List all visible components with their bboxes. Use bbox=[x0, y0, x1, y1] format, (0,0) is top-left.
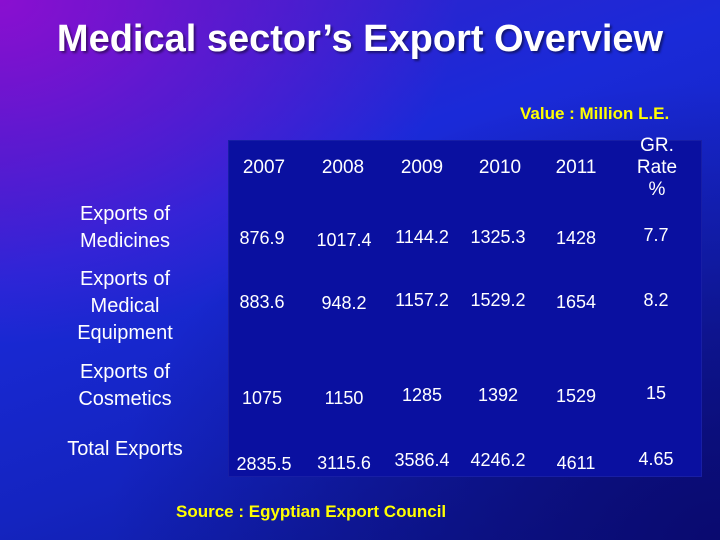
row-header-cosmetics: Exports of Cosmetics bbox=[78, 361, 172, 410]
cell-value: 1285 bbox=[401, 385, 443, 405]
cell-value: 1654 bbox=[555, 292, 597, 312]
row-header-medical-equipment: Exports of Medical Equipment bbox=[77, 268, 173, 344]
cell-value: 8.2 bbox=[643, 290, 669, 310]
column-header-2008: 2008 bbox=[321, 157, 365, 178]
column-header-2010: 2010 bbox=[478, 157, 522, 178]
cell-value: 1392 bbox=[477, 385, 519, 405]
cell-value: 876.9 bbox=[239, 228, 285, 248]
cell-value: 4611 bbox=[556, 453, 596, 473]
cell-value: 3115.6 bbox=[317, 453, 371, 473]
cell-value: 1150 bbox=[324, 388, 364, 408]
cell-value: 948.2 bbox=[321, 293, 367, 313]
cell-value: 1325.3 bbox=[470, 227, 526, 247]
cell-value: 2835.5 bbox=[236, 454, 292, 474]
cell-value: 7.7 bbox=[643, 225, 669, 245]
source-note: Source : Egyptian Export Council bbox=[176, 502, 447, 521]
cell-value: 1529.2 bbox=[470, 290, 526, 310]
cell-value: 1428 bbox=[555, 228, 597, 248]
cell-value: 1075 bbox=[241, 388, 283, 408]
cell-value: 883.6 bbox=[239, 292, 285, 312]
cell-value: 1017.4 bbox=[316, 230, 372, 250]
row-header-medicines: Exports of Medicines bbox=[79, 203, 171, 252]
column-header-2007: 2007 bbox=[242, 157, 286, 178]
row-header-total-exports: Total Exports bbox=[67, 438, 183, 460]
cell-value: 4.65 bbox=[638, 449, 674, 469]
page-title: Medical sector’s Export Overview bbox=[56, 18, 664, 60]
cell-value: 1157.2 bbox=[395, 290, 449, 310]
column-header-growth-rate: GR. Rate % bbox=[636, 135, 678, 200]
table-panel bbox=[228, 140, 702, 477]
column-header-2009: 2009 bbox=[400, 157, 444, 178]
cell-value: 1529 bbox=[555, 386, 597, 406]
cell-value: 3586.4 bbox=[394, 450, 450, 470]
cell-value: 15 bbox=[645, 383, 667, 403]
unit-label: Value : Million L.E. bbox=[520, 104, 670, 123]
cell-value: 1144.2 bbox=[395, 227, 449, 247]
cell-value: 4246.2 bbox=[470, 450, 526, 470]
column-header-2011: 2011 bbox=[555, 157, 597, 178]
